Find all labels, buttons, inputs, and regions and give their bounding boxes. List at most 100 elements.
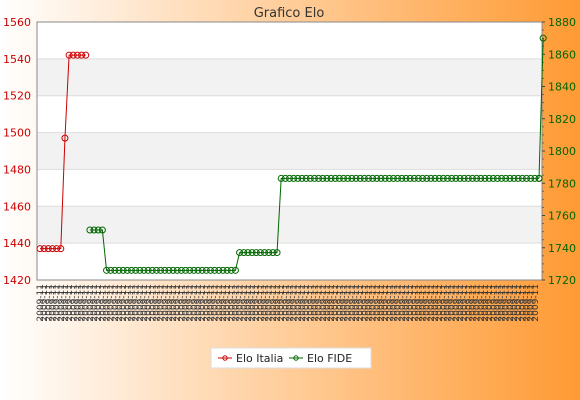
x-tick-label: 2009-11 — [190, 284, 200, 322]
data-point — [227, 266, 235, 274]
y-left-tick-label: 1520 — [3, 90, 31, 103]
x-tick-label: 2009-11 — [360, 284, 370, 322]
data-point — [489, 174, 497, 182]
x-tick-label: 2009-11 — [265, 284, 275, 322]
x-tick-label: 2009-11 — [115, 284, 125, 322]
data-point — [182, 266, 190, 274]
data-point — [477, 174, 485, 182]
x-tick-label: 2009-11 — [294, 284, 304, 322]
data-point — [518, 174, 526, 182]
data-point — [414, 174, 422, 182]
data-point — [169, 266, 177, 274]
x-tick-label: 2009-11 — [161, 284, 171, 322]
data-point — [315, 174, 323, 182]
data-point — [57, 245, 65, 253]
x-tick-label: 2009-11 — [493, 284, 503, 322]
data-point — [302, 174, 310, 182]
data-point — [427, 174, 435, 182]
x-tick-label: 2009-11 — [460, 284, 470, 322]
x-tick-label: 2009-11 — [444, 284, 454, 322]
x-tick-label: 2009-11 — [456, 284, 466, 322]
data-point — [248, 249, 256, 257]
data-point — [94, 226, 102, 234]
data-point — [319, 174, 327, 182]
x-tick-label: 2009-11 — [219, 284, 229, 322]
y-left-tick-label: 1560 — [3, 16, 31, 29]
x-tick-label: 2009-11 — [410, 284, 420, 322]
series-line-elo-fide — [89, 177, 539, 271]
data-point — [107, 266, 115, 274]
data-point — [402, 174, 410, 182]
data-point — [514, 174, 522, 182]
x-tick-label: 2009-11 — [498, 284, 508, 322]
data-point — [240, 249, 248, 257]
x-tick-label: 2009-11 — [144, 284, 154, 322]
x-tick-label: 2009-11 — [527, 284, 537, 322]
x-tick-label: 2009-11 — [227, 284, 237, 322]
data-point — [202, 266, 210, 274]
x-tick-label: 2009-11 — [173, 284, 183, 322]
x-tick-label: 2009-11 — [240, 284, 250, 322]
data-point — [219, 266, 227, 274]
data-point — [493, 174, 501, 182]
data-point — [385, 174, 393, 182]
x-tick-label: 2009-11 — [165, 284, 175, 322]
x-tick-label: 2009-11 — [514, 284, 524, 322]
x-tick-label: 2009-11 — [127, 284, 137, 322]
data-point — [244, 249, 252, 257]
data-point — [65, 51, 73, 59]
data-point — [86, 226, 94, 234]
x-tick-label: 2009-11 — [107, 284, 117, 322]
data-point — [123, 266, 131, 274]
data-point — [236, 249, 244, 257]
legend-entry-label: Elo Italia — [236, 352, 283, 365]
x-tick-label: 2009-11 — [323, 284, 333, 322]
plot-band — [37, 206, 542, 244]
data-point — [132, 266, 140, 274]
data-point — [261, 249, 269, 257]
data-point — [53, 245, 61, 253]
data-point — [40, 245, 48, 253]
data-point — [206, 266, 214, 274]
y-right-tick-label: 1780 — [548, 177, 576, 190]
x-tick-label: 2009-11 — [206, 284, 216, 322]
data-point — [473, 174, 481, 182]
x-tick-label: 2009-11 — [78, 284, 88, 322]
x-tick-label: 2009-11 — [236, 284, 246, 322]
data-point — [448, 174, 456, 182]
x-tick-label: 2009-11 — [94, 284, 104, 322]
data-point — [61, 134, 69, 142]
data-point — [435, 174, 443, 182]
data-point — [273, 249, 281, 257]
x-tick-label: 2009-11 — [335, 284, 345, 322]
x-tick-label: 2009-11 — [186, 284, 196, 322]
data-point — [173, 266, 181, 274]
x-tick-label: 2009-11 — [473, 284, 483, 322]
x-tick-label: 2009-11 — [319, 284, 329, 322]
x-tick-label: 2009-11 — [356, 284, 366, 322]
x-tick-label: 2009-11 — [136, 284, 146, 322]
series-line-elo-fide-tail — [538, 38, 544, 179]
y-right-tick-label: 1760 — [548, 210, 576, 223]
x-tick-label: 2009-11 — [231, 284, 241, 322]
data-point — [190, 266, 198, 274]
data-point — [498, 174, 506, 182]
data-point — [69, 51, 77, 59]
y-right-tick-label: 1740 — [548, 242, 576, 255]
x-tick-label: 2009-11 — [36, 284, 46, 322]
data-point — [481, 174, 489, 182]
x-tick-label: 2009-11 — [373, 284, 383, 322]
x-tick-label: 2009-11 — [419, 284, 429, 322]
x-tick-label: 2009-11 — [385, 284, 395, 322]
x-tick-label: 2009-11 — [194, 284, 204, 322]
data-point — [502, 174, 510, 182]
data-point — [352, 174, 360, 182]
x-tick-label: 2009-11 — [90, 284, 100, 322]
data-point — [335, 174, 343, 182]
data-point — [523, 174, 531, 182]
x-tick-label: 2009-11 — [119, 284, 129, 322]
x-tick-label: 2009-11 — [248, 284, 258, 322]
data-point — [177, 266, 185, 274]
legend-entry-label: Elo FIDE — [307, 352, 352, 365]
x-tick-label: 2009-11 — [344, 284, 354, 322]
